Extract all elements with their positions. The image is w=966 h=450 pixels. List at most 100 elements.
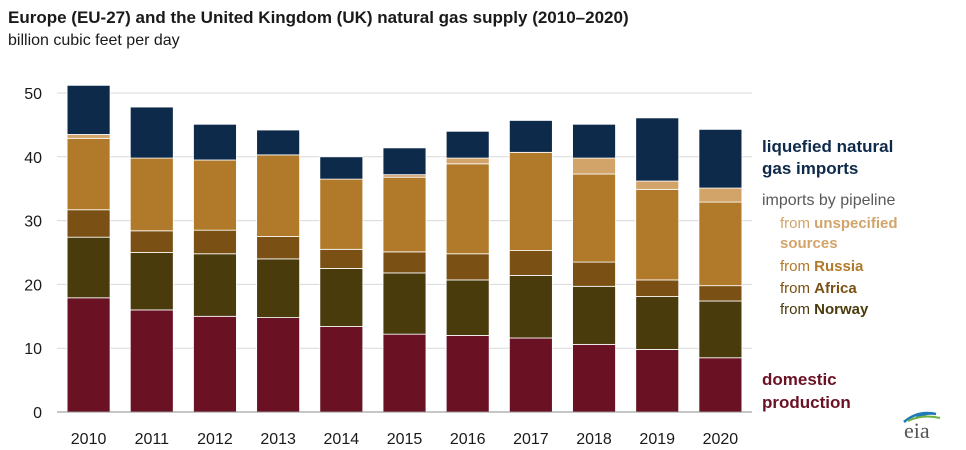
legend-lng-line2: gas imports: [762, 159, 859, 178]
legend-domestic-line1: domestic: [762, 370, 837, 389]
bar-segment-lng: [66, 84, 111, 135]
legend-russia: from Russia: [780, 257, 863, 277]
bar-segment-domestic: [572, 343, 616, 413]
bar-segment-norway: [382, 272, 427, 335]
bar-segment-norway: [256, 258, 301, 318]
bar-segment-russia: [129, 157, 174, 232]
bar-segment-russia: [319, 178, 364, 250]
y-tick-label: 50: [24, 86, 42, 103]
bar-segment-domestic: [635, 349, 680, 413]
bar-segment-lng: [319, 156, 364, 180]
bar-segment-africa: [572, 261, 616, 287]
bar-segment-russia: [445, 163, 490, 255]
x-tick-label: 2011: [135, 431, 170, 448]
bar-segment-africa: [129, 230, 174, 253]
bar-segment-africa: [256, 236, 301, 260]
bar-segment-unspecified: [635, 180, 680, 190]
bar-segment-norway: [698, 300, 743, 359]
bar-segment-africa: [66, 209, 111, 238]
legend-norway-label: Norway: [814, 301, 869, 318]
bar-segment-africa: [382, 251, 427, 274]
bar-segment-domestic: [193, 315, 237, 413]
bar-segment-lng: [572, 123, 616, 159]
legend-norway-from: from: [780, 301, 810, 318]
bar-segment-russia: [572, 173, 616, 263]
x-tick-label: 2013: [260, 431, 296, 448]
bar-segment-lng: [445, 130, 490, 159]
bar-segment-norway: [635, 296, 680, 350]
logo-text: eia: [904, 418, 930, 442]
bar-segment-africa: [445, 253, 490, 281]
y-tick-label: 10: [24, 341, 42, 358]
bar-segment-africa: [698, 285, 743, 302]
legend-pipeline-title: imports by pipeline: [762, 192, 896, 209]
x-tick-label: 2019: [639, 431, 675, 448]
bar-segment-lng: [635, 117, 680, 182]
bar-segment-domestic: [129, 309, 174, 413]
bar-segment-domestic: [256, 317, 301, 413]
bar-segment-domestic: [319, 326, 364, 413]
x-tick-label: 2020: [703, 431, 739, 448]
bar-segment-norway: [129, 252, 174, 311]
bar-segment-lng: [508, 120, 553, 153]
legend-domestic-line2: production: [762, 393, 851, 412]
bar-segment-africa: [635, 279, 680, 297]
legend-unspecified-line1: unspecified: [814, 215, 898, 232]
bar-segment-unspecified: [572, 157, 616, 175]
legend-africa: from Africa: [780, 279, 857, 299]
bar-segment-norway: [66, 236, 111, 299]
bar-segment-russia: [66, 137, 111, 211]
legend-unspecified: from unspecified sources: [780, 214, 898, 254]
logo-swoosh-blue: [903, 411, 937, 423]
bar-segment-domestic: [698, 357, 743, 413]
x-tick-label: 2015: [387, 431, 423, 448]
bar-segment-russia: [698, 201, 743, 287]
bar-segment-africa: [319, 248, 364, 269]
bar-segment-russia: [635, 188, 680, 281]
eia-logo: eia: [903, 411, 941, 442]
chart-subtitle: billion cubic feet per day: [8, 32, 180, 49]
legend-domestic: domestic production: [762, 368, 952, 414]
bar-segment-lng: [382, 147, 427, 176]
legend-lng-line1: liquefied natural: [762, 137, 894, 156]
legend-unspecified-from: from: [780, 215, 810, 232]
chart-title: Europe (EU-27) and the United Kingdom (U…: [8, 8, 629, 27]
bar-segment-norway: [445, 279, 490, 336]
bar-segment-unspecified: [66, 134, 111, 139]
bar-segment-russia: [508, 151, 553, 251]
y-tick-label: 20: [24, 277, 42, 294]
logo-swoosh-green: [907, 415, 941, 422]
bar-segment-africa: [508, 250, 553, 276]
x-tick-label: 2018: [576, 431, 612, 448]
x-tick-label: 2017: [513, 431, 549, 448]
bar-segment-unspecified: [698, 187, 743, 203]
legend-africa-from: from: [780, 280, 810, 297]
legend-russia-from: from: [780, 258, 810, 275]
bar-segment-lng: [698, 128, 743, 189]
bar-segment-russia: [382, 176, 427, 253]
y-tick-label: 40: [24, 150, 42, 167]
bar-segment-unspecified: [445, 157, 490, 165]
y-tick-label: 0: [33, 405, 42, 422]
x-tick-label: 2014: [324, 431, 360, 448]
bar-segment-domestic: [66, 297, 111, 413]
x-tick-label: 2016: [450, 431, 486, 448]
stacked-bar-chart: 0 10 20 30 40 50 2010 2011 2012 2013 2014 2015 2016 2…: [24, 84, 752, 448]
bar-segment-norway: [193, 253, 237, 317]
bar-segment-domestic: [445, 335, 490, 413]
bar-segment-lng: [256, 129, 301, 156]
legend-africa-label: Africa: [814, 280, 857, 297]
legend-russia-label: Russia: [814, 258, 864, 275]
bar-segment-domestic: [508, 337, 553, 413]
bar-segment-africa: [193, 229, 237, 255]
legend-lng: liquefied natural gas imports: [762, 136, 952, 180]
bar-segment-russia: [256, 154, 301, 237]
bar-segment-norway: [572, 285, 616, 345]
legend-norway: from Norway: [780, 300, 868, 320]
y-tick-label: 30: [24, 214, 42, 231]
bar-segment-norway: [508, 275, 553, 339]
bar-segment-lng: [193, 123, 237, 161]
legend-unspecified-line2: sources: [780, 235, 838, 252]
x-tick-label: 2010: [71, 431, 107, 448]
bar-segment-norway: [319, 268, 364, 327]
